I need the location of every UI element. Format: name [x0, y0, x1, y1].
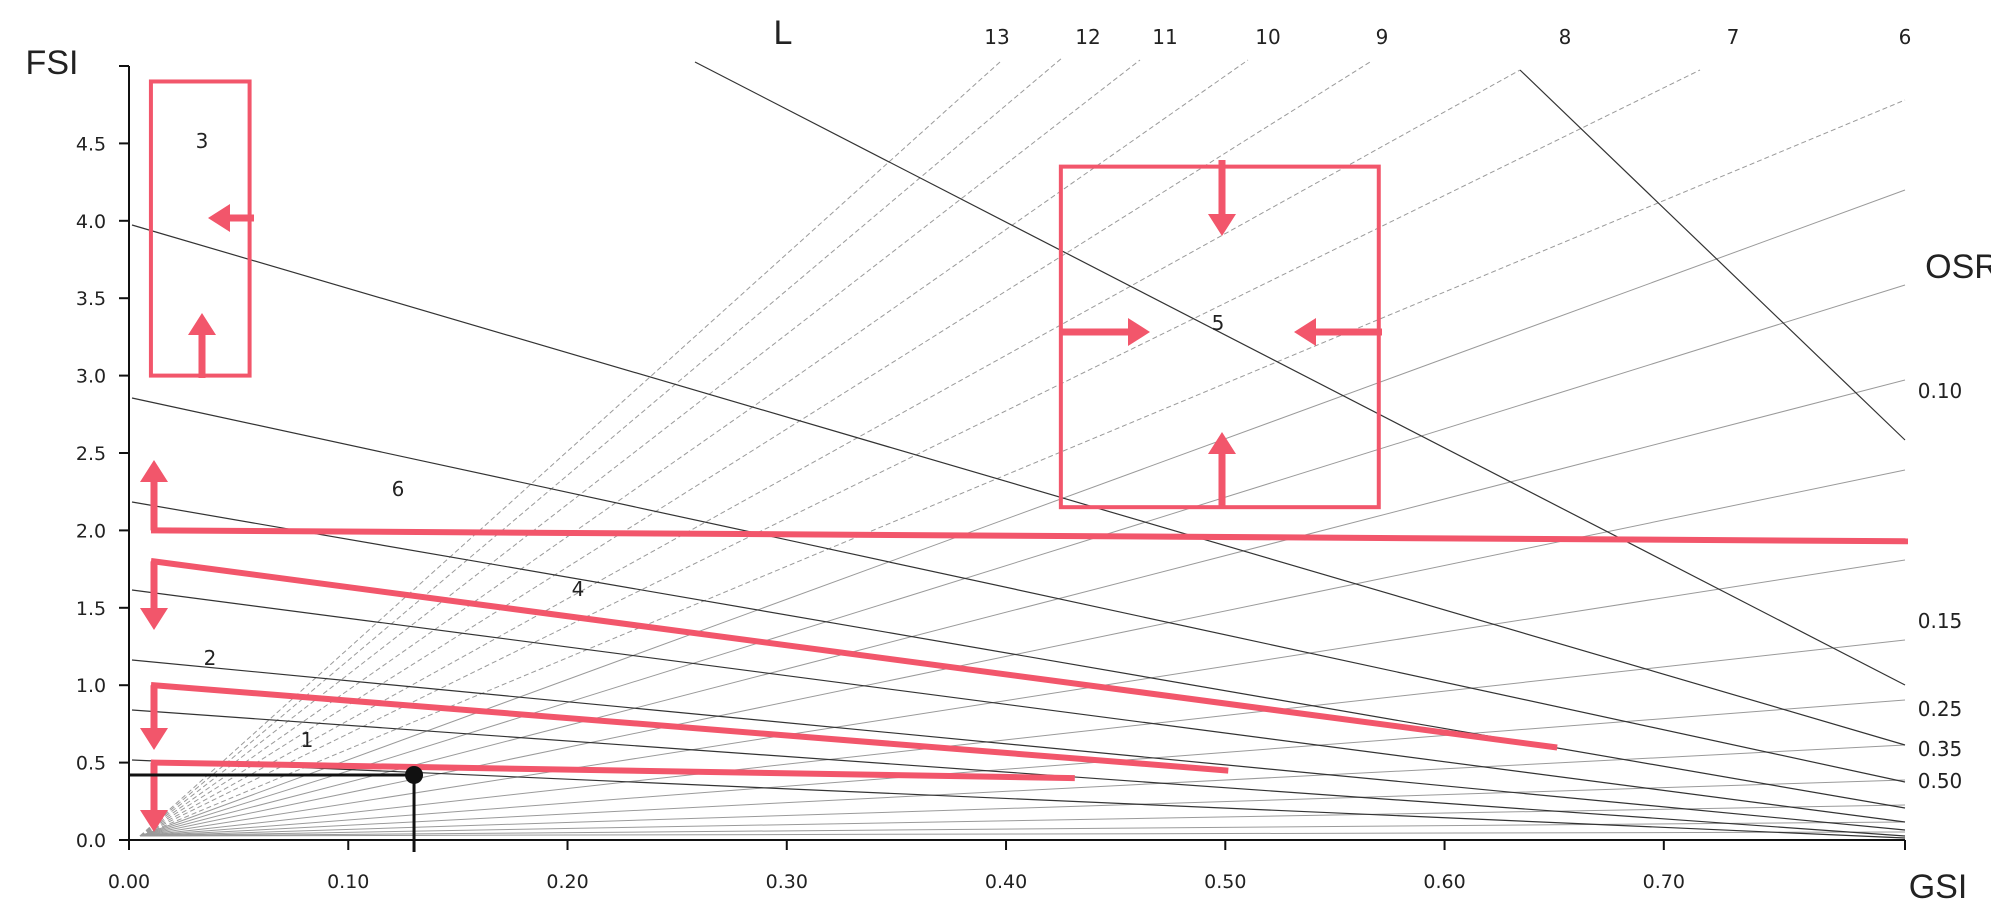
layer-ray	[139, 61, 1371, 837]
osr-curve	[131, 759, 1906, 839]
layer-label: 6	[1899, 25, 1912, 49]
x-tick-label: 0.30	[766, 871, 808, 893]
osr-label: 0.10	[1918, 379, 1963, 403]
zone-4-line	[150, 557, 1558, 751]
x-tick-label: 0.10	[327, 871, 369, 893]
zone-2-line	[150, 681, 1229, 774]
y-tick-label: 1.5	[76, 598, 106, 620]
y-tick-label: 3.0	[76, 366, 106, 388]
osr-label: 0.50	[1918, 769, 1963, 793]
layer-ray	[139, 69, 1521, 837]
x-axis-title: GSI	[1909, 868, 1968, 906]
x-tick-label: 0.20	[546, 871, 588, 893]
layer-ray	[139, 831, 1906, 837]
layer-ray	[139, 59, 1249, 837]
zone-2-down-arrow-head	[140, 728, 168, 750]
layer-ray	[139, 779, 1906, 837]
zone-5-up-arrow-head	[1208, 432, 1236, 454]
layer-label: 13	[984, 25, 1009, 49]
osr-curve	[131, 589, 1906, 823]
x-tick-label: 0.50	[1204, 871, 1246, 893]
axes: 0.00 0.10 0.20 0.30 0.40 0.50 0.60 0.70 0.0 0.5 1.…	[26, 44, 1968, 906]
layer-ray	[139, 469, 1906, 837]
x-tick-label: 0.60	[1423, 871, 1465, 893]
x-tick-label: 0.70	[1643, 871, 1685, 893]
y-tick-label: 2.5	[76, 443, 106, 465]
zone-4-label: 4	[572, 577, 585, 601]
osr-curve	[694, 61, 1906, 686]
layer-ray	[139, 59, 1141, 837]
zone-6-line	[150, 527, 1909, 545]
zone-1-line	[150, 759, 1075, 782]
layer-ray	[139, 99, 1906, 837]
layer-label: 7	[1727, 25, 1740, 49]
osr-axis-title: OSR	[1925, 248, 1991, 286]
y-tick-label: 1.0	[76, 675, 106, 697]
layer-label: 8	[1559, 25, 1572, 49]
zone-1-down-arrow-head	[140, 810, 168, 832]
zone-6-label: 6	[392, 477, 405, 501]
zone-3-up-arrow-head	[188, 313, 216, 335]
layer-ray	[139, 559, 1906, 837]
osr-label: 0.25	[1918, 697, 1963, 721]
layer-ray	[139, 804, 1906, 837]
zone-2-label: 2	[204, 646, 217, 670]
x-tick-label: 0.40	[985, 871, 1027, 893]
y-axis-title: FSI	[26, 44, 79, 82]
osr-curve	[131, 709, 1906, 837]
zone-6-up-arrow-head	[140, 460, 168, 482]
layer-label: 10	[1255, 25, 1280, 49]
layer-ray	[139, 69, 1701, 837]
layer-label: 12	[1075, 25, 1100, 49]
osr-curve	[1519, 69, 1906, 441]
zone-3-left-arrow-head	[208, 204, 230, 232]
osr-label: 0.15	[1918, 609, 1963, 633]
osr-curve	[131, 659, 1906, 831]
zone-1-label: 1	[301, 728, 314, 752]
osr-curve	[131, 501, 1906, 809]
layer-ray	[139, 744, 1906, 837]
zones	[140, 79, 1909, 832]
layer-ray	[139, 639, 1906, 837]
y-tick-label: 3.5	[76, 288, 106, 310]
layer-ray	[139, 379, 1906, 837]
marker-dot	[405, 765, 424, 784]
layer-ray	[139, 57, 1063, 837]
y-tick-label: 0.0	[76, 830, 106, 852]
zone-5-left-arrow-head	[1294, 318, 1316, 346]
y-tick-label: 4.5	[76, 133, 106, 155]
layer-ray	[139, 821, 1906, 837]
marker	[129, 765, 424, 852]
osr-curve	[131, 397, 1906, 783]
layer-ray	[139, 699, 1906, 837]
y-tick-label: 2.0	[76, 520, 106, 542]
layer-ray	[139, 284, 1906, 837]
osr-label: 0.35	[1918, 737, 1963, 761]
zone-3-label: 3	[196, 129, 209, 153]
zone-5-down-arrow-head	[1208, 214, 1236, 236]
x-tick-label: 0.00	[108, 871, 150, 893]
zone-4-down-arrow-head	[140, 608, 168, 630]
layer-label: 11	[1152, 25, 1177, 49]
zone-5-label: 5	[1212, 311, 1225, 335]
layer-ray	[139, 189, 1906, 837]
y-tick-label: 4.0	[76, 211, 106, 233]
osr-lines	[131, 61, 1906, 839]
layer-ray	[139, 61, 1001, 837]
layer-axis-title: L	[774, 14, 793, 52]
layer-lines	[139, 57, 1906, 837]
zone-5-right-arrow-head	[1128, 318, 1150, 346]
layer-label: 9	[1376, 25, 1389, 49]
osr-curve	[131, 224, 1906, 746]
y-tick-label: 0.5	[76, 753, 106, 775]
